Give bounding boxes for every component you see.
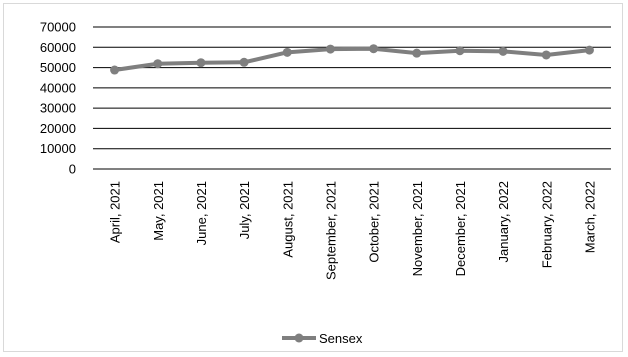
- data-point: [325, 44, 335, 54]
- data-point: [584, 45, 594, 55]
- series-line-sensex: [112, 46, 592, 73]
- x-tick-label: April, 2021: [108, 181, 123, 243]
- data-point: [239, 57, 249, 67]
- y-axis-tick-labels: 0 10000 20000 30000 40000 50000 60000 70000: [40, 20, 76, 177]
- series-layer: [110, 44, 594, 75]
- x-tick-label: December, 2021: [453, 181, 468, 276]
- gridlines: [93, 26, 611, 170]
- x-tick-label: March, 2022: [582, 181, 597, 253]
- x-tick-label: September, 2021: [323, 181, 338, 280]
- x-tick-label: July, 2021: [237, 181, 252, 239]
- legend-label: Sensex: [319, 331, 363, 346]
- x-tick-label: August, 2021: [280, 181, 295, 258]
- y-tick-label: 0: [69, 162, 76, 177]
- legend-marker: [294, 333, 304, 343]
- x-tick-label: October, 2021: [367, 181, 382, 263]
- x-tick-label: May, 2021: [151, 181, 166, 241]
- y-tick-label: 50000: [40, 60, 76, 75]
- y-tick-label: 30000: [40, 101, 76, 116]
- data-point: [455, 46, 465, 56]
- data-point: [498, 46, 508, 56]
- data-point: [369, 44, 379, 54]
- y-tick-label: 40000: [40, 80, 76, 95]
- data-point: [196, 58, 206, 68]
- data-point: [153, 59, 163, 69]
- x-tick-label: January, 2022: [496, 181, 511, 262]
- legend: Sensex: [282, 331, 363, 346]
- x-axis-tick-labels: April, 2021 May, 2021 June, 2021 July, 2021…: [108, 181, 598, 280]
- x-tick-label: June, 2021: [194, 181, 209, 245]
- y-tick-label: 60000: [40, 40, 76, 55]
- data-point: [110, 65, 120, 75]
- data-point: [541, 50, 551, 60]
- y-tick-label: 70000: [40, 20, 76, 35]
- y-tick-label: 20000: [40, 121, 76, 136]
- chart-frame: [3, 3, 623, 352]
- x-tick-label: November, 2021: [410, 181, 425, 276]
- data-point: [412, 48, 422, 58]
- data-point: [282, 47, 292, 57]
- y-tick-label: 10000: [40, 141, 76, 156]
- x-tick-label: February, 2022: [539, 181, 554, 268]
